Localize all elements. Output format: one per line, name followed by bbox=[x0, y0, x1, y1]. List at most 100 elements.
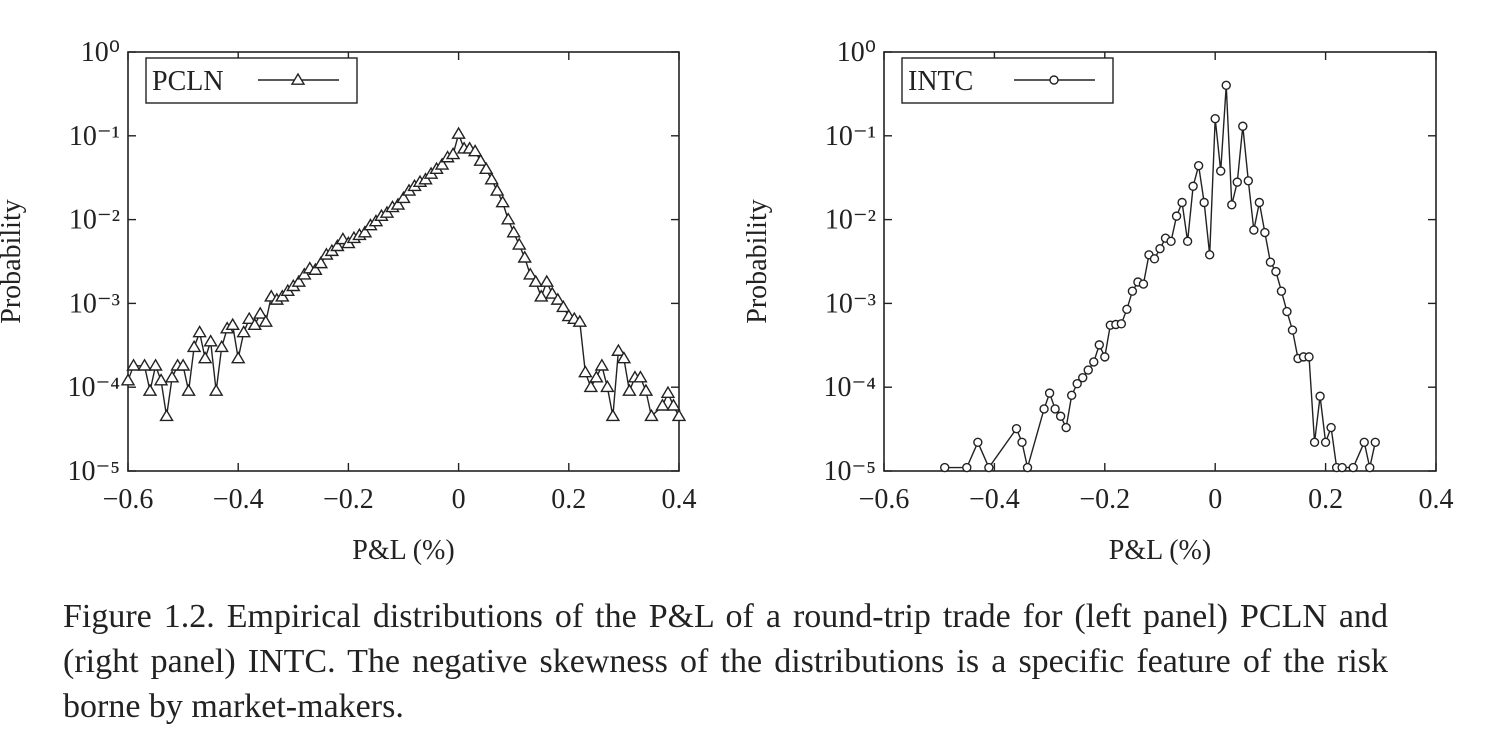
marker bbox=[1039, 404, 1049, 414]
marker bbox=[666, 398, 681, 411]
x-tick-label: 0 bbox=[1208, 484, 1222, 515]
marker bbox=[940, 462, 950, 473]
marker bbox=[297, 267, 312, 280]
marker bbox=[159, 408, 174, 422]
marker bbox=[478, 161, 494, 175]
marker bbox=[434, 157, 450, 170]
marker bbox=[1011, 423, 1022, 434]
marker bbox=[589, 370, 604, 383]
marker bbox=[1365, 462, 1375, 473]
marker bbox=[126, 358, 141, 371]
marker bbox=[1204, 250, 1215, 260]
marker bbox=[1309, 437, 1320, 448]
marker bbox=[1337, 462, 1347, 473]
marker bbox=[1044, 388, 1055, 398]
marker bbox=[1271, 266, 1281, 277]
marker bbox=[1022, 462, 1033, 473]
marker bbox=[984, 462, 994, 473]
marker bbox=[142, 383, 158, 396]
plot-frame bbox=[127, 51, 680, 472]
marker bbox=[1326, 422, 1336, 433]
marker bbox=[1238, 121, 1248, 131]
marker bbox=[197, 351, 213, 364]
legend-marker bbox=[290, 72, 306, 85]
marker bbox=[517, 250, 532, 263]
marker bbox=[1265, 257, 1276, 267]
y-tick-label: 10⁰ bbox=[81, 37, 120, 68]
y-axis-label: Probability bbox=[0, 199, 27, 323]
marker bbox=[506, 225, 521, 238]
marker bbox=[247, 317, 262, 331]
marker bbox=[1177, 197, 1187, 208]
marker bbox=[1320, 437, 1331, 448]
x-tick-label: 0 bbox=[452, 484, 466, 515]
marker bbox=[638, 383, 654, 396]
marker bbox=[1276, 286, 1287, 296]
marker bbox=[451, 126, 466, 139]
marker bbox=[622, 383, 637, 396]
marker bbox=[473, 153, 488, 166]
marker bbox=[594, 358, 610, 371]
marker bbox=[330, 238, 345, 252]
marker bbox=[192, 325, 207, 338]
marker bbox=[214, 339, 229, 353]
y-axis-label: Probability bbox=[742, 199, 773, 323]
marker bbox=[511, 237, 527, 250]
x-tick-label: −0.4 bbox=[969, 484, 1020, 515]
marker bbox=[973, 437, 983, 448]
marker bbox=[236, 325, 251, 338]
series-line bbox=[944, 85, 1376, 469]
marker bbox=[175, 358, 191, 371]
y-tick-label: 10⁻² bbox=[825, 205, 876, 236]
marker bbox=[1078, 372, 1088, 383]
x-tick-label: 0.4 bbox=[662, 484, 697, 515]
marker bbox=[671, 408, 687, 422]
marker bbox=[258, 314, 273, 327]
marker bbox=[390, 197, 406, 210]
y-tick-label: 10⁻² bbox=[69, 205, 120, 236]
marker bbox=[534, 289, 549, 302]
marker bbox=[1304, 352, 1314, 362]
marker bbox=[1282, 306, 1292, 317]
marker bbox=[153, 373, 169, 386]
marker bbox=[445, 147, 461, 160]
marker bbox=[1199, 197, 1209, 208]
legend-label: INTC bbox=[908, 66, 973, 97]
marker bbox=[1166, 236, 1176, 247]
x-tick-label: 0.4 bbox=[1419, 484, 1454, 515]
caption: Figure 1.2. Empirical distributions of t… bbox=[63, 598, 1388, 725]
marker bbox=[313, 256, 329, 269]
marker bbox=[186, 339, 202, 353]
marker bbox=[1138, 279, 1149, 289]
marker bbox=[600, 379, 615, 393]
y-tick-label: 10⁰ bbox=[837, 37, 876, 68]
marker bbox=[1188, 181, 1198, 191]
marker bbox=[164, 370, 180, 383]
y-tick-label: 10⁻⁵ bbox=[823, 456, 876, 487]
plot-frame bbox=[883, 51, 1437, 472]
x-axis-label: P&L (%) bbox=[352, 535, 454, 566]
marker bbox=[467, 144, 483, 157]
marker bbox=[1221, 80, 1231, 91]
marker bbox=[1243, 176, 1254, 186]
marker bbox=[1017, 437, 1027, 448]
marker bbox=[655, 398, 670, 411]
marker bbox=[523, 267, 538, 280]
marker bbox=[484, 172, 499, 185]
marker bbox=[578, 365, 593, 378]
y-tick-label: 10⁻⁵ bbox=[67, 456, 120, 487]
y-tick-label: 10⁻⁴ bbox=[67, 372, 120, 403]
marker bbox=[1193, 160, 1204, 171]
marker bbox=[357, 225, 373, 238]
marker bbox=[1072, 379, 1082, 389]
marker bbox=[611, 343, 626, 356]
marker bbox=[1094, 340, 1104, 350]
y-tick-label: 10⁻³ bbox=[69, 288, 120, 319]
y-tick-label: 10⁻⁴ bbox=[823, 372, 876, 403]
marker bbox=[550, 292, 566, 305]
marker bbox=[1171, 211, 1182, 221]
marker bbox=[1287, 325, 1298, 335]
marker bbox=[572, 314, 588, 327]
legend-label: PCLN bbox=[152, 66, 224, 97]
